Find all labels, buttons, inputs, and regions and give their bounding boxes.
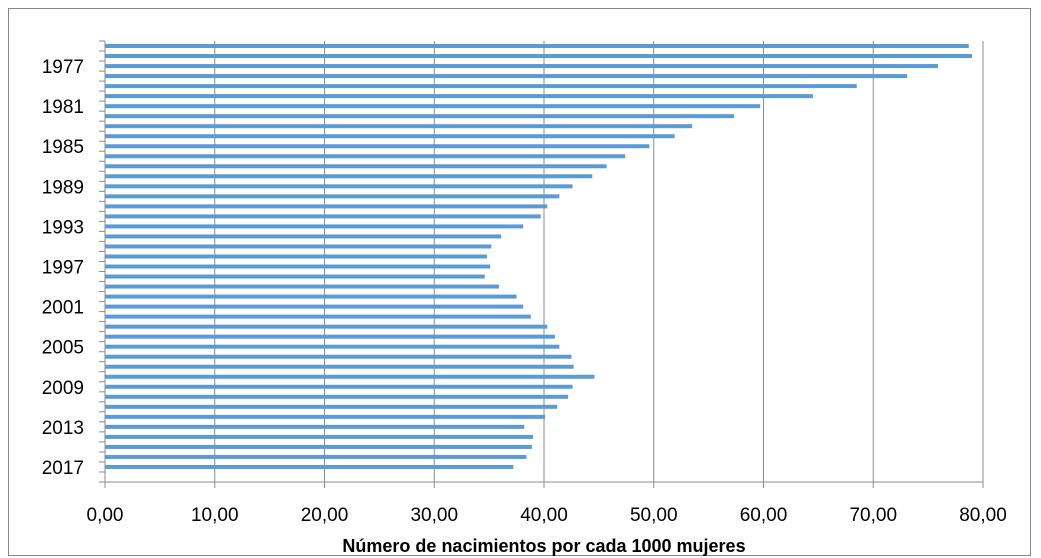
x-axis-title: Número de nacimientos por cada 1000 muje… bbox=[342, 536, 745, 556]
bar-2009 bbox=[105, 384, 573, 389]
bar-1995 bbox=[105, 244, 492, 249]
x-tick-label: 10,00 bbox=[191, 505, 239, 526]
axes bbox=[99, 40, 984, 488]
bar-1976 bbox=[105, 54, 973, 59]
y-tick-label-1977: 1977 bbox=[42, 57, 84, 78]
y-tick-label-2001: 2001 bbox=[42, 298, 84, 319]
y-tick-label-1981: 1981 bbox=[42, 97, 84, 118]
bar-2016 bbox=[105, 454, 527, 459]
bar-2001 bbox=[105, 304, 524, 309]
bar-1991 bbox=[105, 204, 548, 209]
bar-1977 bbox=[105, 64, 939, 69]
bar-1975 bbox=[105, 44, 969, 49]
bar-1993 bbox=[105, 224, 524, 229]
x-tick-label: 0,00 bbox=[87, 505, 124, 526]
y-tick-label-2017: 2017 bbox=[42, 458, 84, 479]
bar-2003 bbox=[105, 324, 548, 329]
bar-1997 bbox=[105, 264, 491, 269]
y-tick-label-1985: 1985 bbox=[42, 137, 84, 158]
bar-2011 bbox=[105, 404, 558, 409]
bar-2012 bbox=[105, 414, 546, 419]
bar-1982 bbox=[105, 114, 734, 119]
y-tick-label-1997: 1997 bbox=[42, 258, 84, 279]
x-tick-label: 70,00 bbox=[849, 505, 897, 526]
bar-2010 bbox=[105, 394, 569, 399]
bar-1987 bbox=[105, 164, 607, 169]
bar-2004 bbox=[105, 334, 555, 339]
y-tick-label-2013: 2013 bbox=[42, 418, 84, 439]
bar-1988 bbox=[105, 174, 593, 179]
bar-1994 bbox=[105, 234, 502, 239]
bar-1980 bbox=[105, 94, 813, 99]
y-tick-label-1993: 1993 bbox=[42, 217, 84, 238]
bar-2013 bbox=[105, 424, 525, 429]
bar-1996 bbox=[105, 254, 487, 259]
x-tick-label: 40,00 bbox=[520, 505, 568, 526]
bar-2002 bbox=[105, 314, 531, 319]
bar-1981 bbox=[105, 104, 761, 109]
x-tick-label: 80,00 bbox=[959, 505, 1007, 526]
bar-1992 bbox=[105, 214, 541, 219]
y-axis-tick-labels: 1977 1981 1985 1989 1993 1997 2001 2005 2009 2013… bbox=[42, 57, 84, 479]
bar-1998 bbox=[105, 274, 485, 279]
bar-2015 bbox=[105, 444, 532, 449]
bar-2007 bbox=[105, 364, 574, 369]
bar-2005 bbox=[105, 344, 560, 349]
bar-1984 bbox=[105, 134, 675, 139]
bar-1978 bbox=[105, 74, 908, 79]
x-tick-label: 20,00 bbox=[301, 505, 349, 526]
bar-1983 bbox=[105, 124, 693, 129]
bar-2008 bbox=[105, 374, 595, 379]
chart-frame bbox=[8, 8, 1031, 556]
bar-2014 bbox=[105, 434, 534, 439]
bar-1979 bbox=[105, 84, 857, 89]
bar-1986 bbox=[105, 154, 626, 159]
bar-1999 bbox=[105, 284, 500, 289]
x-axis-tick-labels: 0,00 10,00 20,00 30,00 40,00 50,00 60,00 70,00 8… bbox=[87, 505, 1007, 526]
x-tick-label: 30,00 bbox=[410, 505, 458, 526]
bar-1985 bbox=[105, 144, 650, 149]
bar-2000 bbox=[105, 294, 517, 299]
x-tick-label: 50,00 bbox=[630, 505, 678, 526]
y-tick-label-2005: 2005 bbox=[42, 338, 84, 359]
bar-2006 bbox=[105, 354, 572, 359]
bar-1990 bbox=[105, 194, 560, 199]
y-tick-label-1989: 1989 bbox=[42, 177, 84, 198]
x-tick-label: 60,00 bbox=[740, 505, 788, 526]
bar-2017 bbox=[105, 464, 514, 469]
y-tick-label-2009: 2009 bbox=[42, 378, 84, 399]
bar-1989 bbox=[105, 184, 573, 189]
bar-series bbox=[105, 44, 973, 469]
